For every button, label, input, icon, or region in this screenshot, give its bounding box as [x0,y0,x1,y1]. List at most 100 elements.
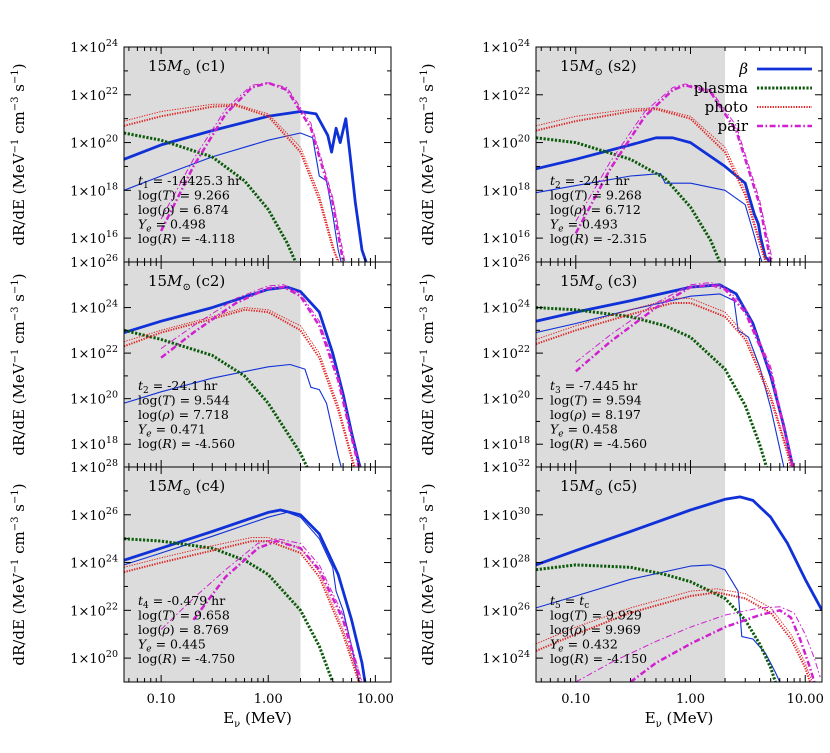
series-group [536,495,822,682]
y-tick-label: 1×1022 [70,601,118,619]
series-line-pair-thin [575,282,795,467]
param-line: t3 = -7.445 hr [550,378,637,396]
param-line: log(T) = 9.594 [550,393,642,408]
param-line: log(T) = 9.929 [550,608,642,623]
series-line-photo-thin [124,537,361,682]
y-tick-label: 1×1024 [70,38,118,56]
series-line-beta-thin [536,564,781,682]
y-tick-label: 1×1030 [482,506,530,524]
param-line: log(R) = -2.315 [550,231,647,246]
series-line-photo-thick [536,302,792,467]
series-line-beta-thin [124,511,360,682]
series-line-plasma-thick [124,537,335,682]
param-line: Ye = 0.458 [550,422,618,440]
series-line-beta-thick [536,495,822,611]
y-tick-label: 1×1028 [70,458,118,476]
series-line-pair-thick [192,539,362,682]
shaded-region [124,467,301,682]
series-line-pair-thin [575,83,774,262]
panel-c2: 1×1018 1×1020 1×1022 1×1024 1×1026 15M⊙ (c2) t… [10,253,392,468]
panel-title: 15M⊙ (c5) [560,477,637,498]
series-line-beta-thick [124,110,368,262]
series-line-photo-thin [124,307,356,467]
param-line: Ye = 0.432 [550,637,618,655]
y-tick-label: 1×1020 [70,390,118,408]
y-tick-label: 1×1026 [482,253,530,271]
y-tick-label: 1×1020 [70,649,118,667]
param-line: t5 = tc [550,593,589,611]
panel-title: 15M⊙ (c2) [148,272,225,293]
y-axis-label: dR/dE (MeV−1 cm−3 s−1) [419,63,437,245]
panel-title: 15M⊙ (s2) [560,57,637,78]
y-tick-label: 1×1024 [482,649,530,667]
series-group [536,282,795,467]
x-tick-label: 1.00 [254,692,283,707]
legend-label: photo [705,98,748,116]
y-tick-label: 1×1024 [70,299,118,317]
panel-s2: 1×1016 1×1018 1×1020 1×1022 1×1024 15M⊙ (s2) t… [419,38,823,263]
param-line: log(T) = 9.658 [138,608,230,623]
y-tick-label: 1×1026 [70,506,118,524]
y-tick-label: 1×1022 [482,344,530,362]
panel-title: 15M⊙ (c1) [148,57,225,78]
legend-label: pair [717,117,748,135]
param-line: log(ρ) = 8.197 [550,407,641,422]
series-line-plasma-thick [124,328,309,467]
series-line-beta-thick [124,508,367,682]
x-axis-label: Eν (MeV) [223,709,292,730]
y-axis-label: dR/dE (MeV−1 cm−3 s−1) [10,63,28,245]
param-line: t2 = -24.1 hr [550,173,629,191]
y-axis-label: dR/dE (MeV−1 cm−3 s−1) [419,273,437,455]
param-line: log(T) = 9.266 [138,188,230,203]
series-group [124,508,367,682]
series-line-pair-thick [574,83,772,262]
param-line: t4 = -0.479 hr [138,593,225,611]
series-line-plasma-thick [536,136,722,262]
y-tick-label: 1×1022 [70,344,118,362]
series-line-photo-thick [124,540,360,682]
shaded-region [536,47,726,262]
series-line-photo-thick [124,308,355,467]
panel-c4: 1×1020 1×1022 1×1024 1×1026 1×1028 0.10 1.00 10… [10,458,394,707]
y-tick-label: 1×1026 [70,253,118,271]
legend-label: plasma [694,79,748,97]
y-tick-label: 1×1024 [482,299,530,317]
series-line-beta-thin [124,363,342,467]
y-tick-label: 1×1020 [482,134,530,152]
series-group [536,83,774,262]
series-line-plasma-thick [536,306,768,467]
y-tick-label: 1×1024 [482,38,530,56]
param-line: log(ρ) = 6.712 [550,202,641,217]
series-line-beta-thick [536,136,772,262]
param-line: log(T) = 9.544 [138,393,230,408]
y-tick-label: 1×1016 [482,229,530,247]
param-line: t2 = -24.1 hr [138,378,217,396]
series-line-plasma-thick [124,131,297,262]
param-line: Ye = 0.493 [550,217,618,235]
param-line: log(ρ) = 8.769 [138,622,229,637]
series-line-photo-thin [536,297,794,467]
param-line: log(R) = -4.750 [138,651,235,666]
y-tick-label: 1×1018 [482,181,530,199]
series-line-pair-thin [575,606,821,682]
param-line: log(R) = -4.560 [138,436,235,451]
param-line: t1 = -14425.3 hr [138,173,241,191]
panel-title: 15M⊙ (c3) [560,272,637,293]
series-line-pair-thick [160,285,361,467]
param-line: log(R) = -4.150 [550,651,647,666]
series-line-beta-thick [124,285,362,467]
param-line: log(R) = -4.118 [138,231,235,246]
y-tick-label: 1×1032 [482,458,530,476]
y-axis-label: dR/dE (MeV−1 cm−3 s−1) [10,273,28,455]
x-axis-label: Eν (MeV) [645,709,714,730]
y-axis-label: dR/dE (MeV−1 cm−3 s−1) [10,483,28,665]
x-tick-label: 10.00 [357,692,394,707]
param-line: log(T) = 9.268 [550,188,642,203]
y-tick-label: 1×1020 [70,134,118,152]
y-axis-label: dR/dE (MeV−1 cm−3 s−1) [419,483,437,665]
param-line: Ye = 0.445 [138,637,206,655]
param-line: log(R) = -4.560 [550,436,647,451]
panel-c1: 1×1016 1×1018 1×1020 1×1022 1×1024 15M⊙ (c1) t… [10,38,392,263]
